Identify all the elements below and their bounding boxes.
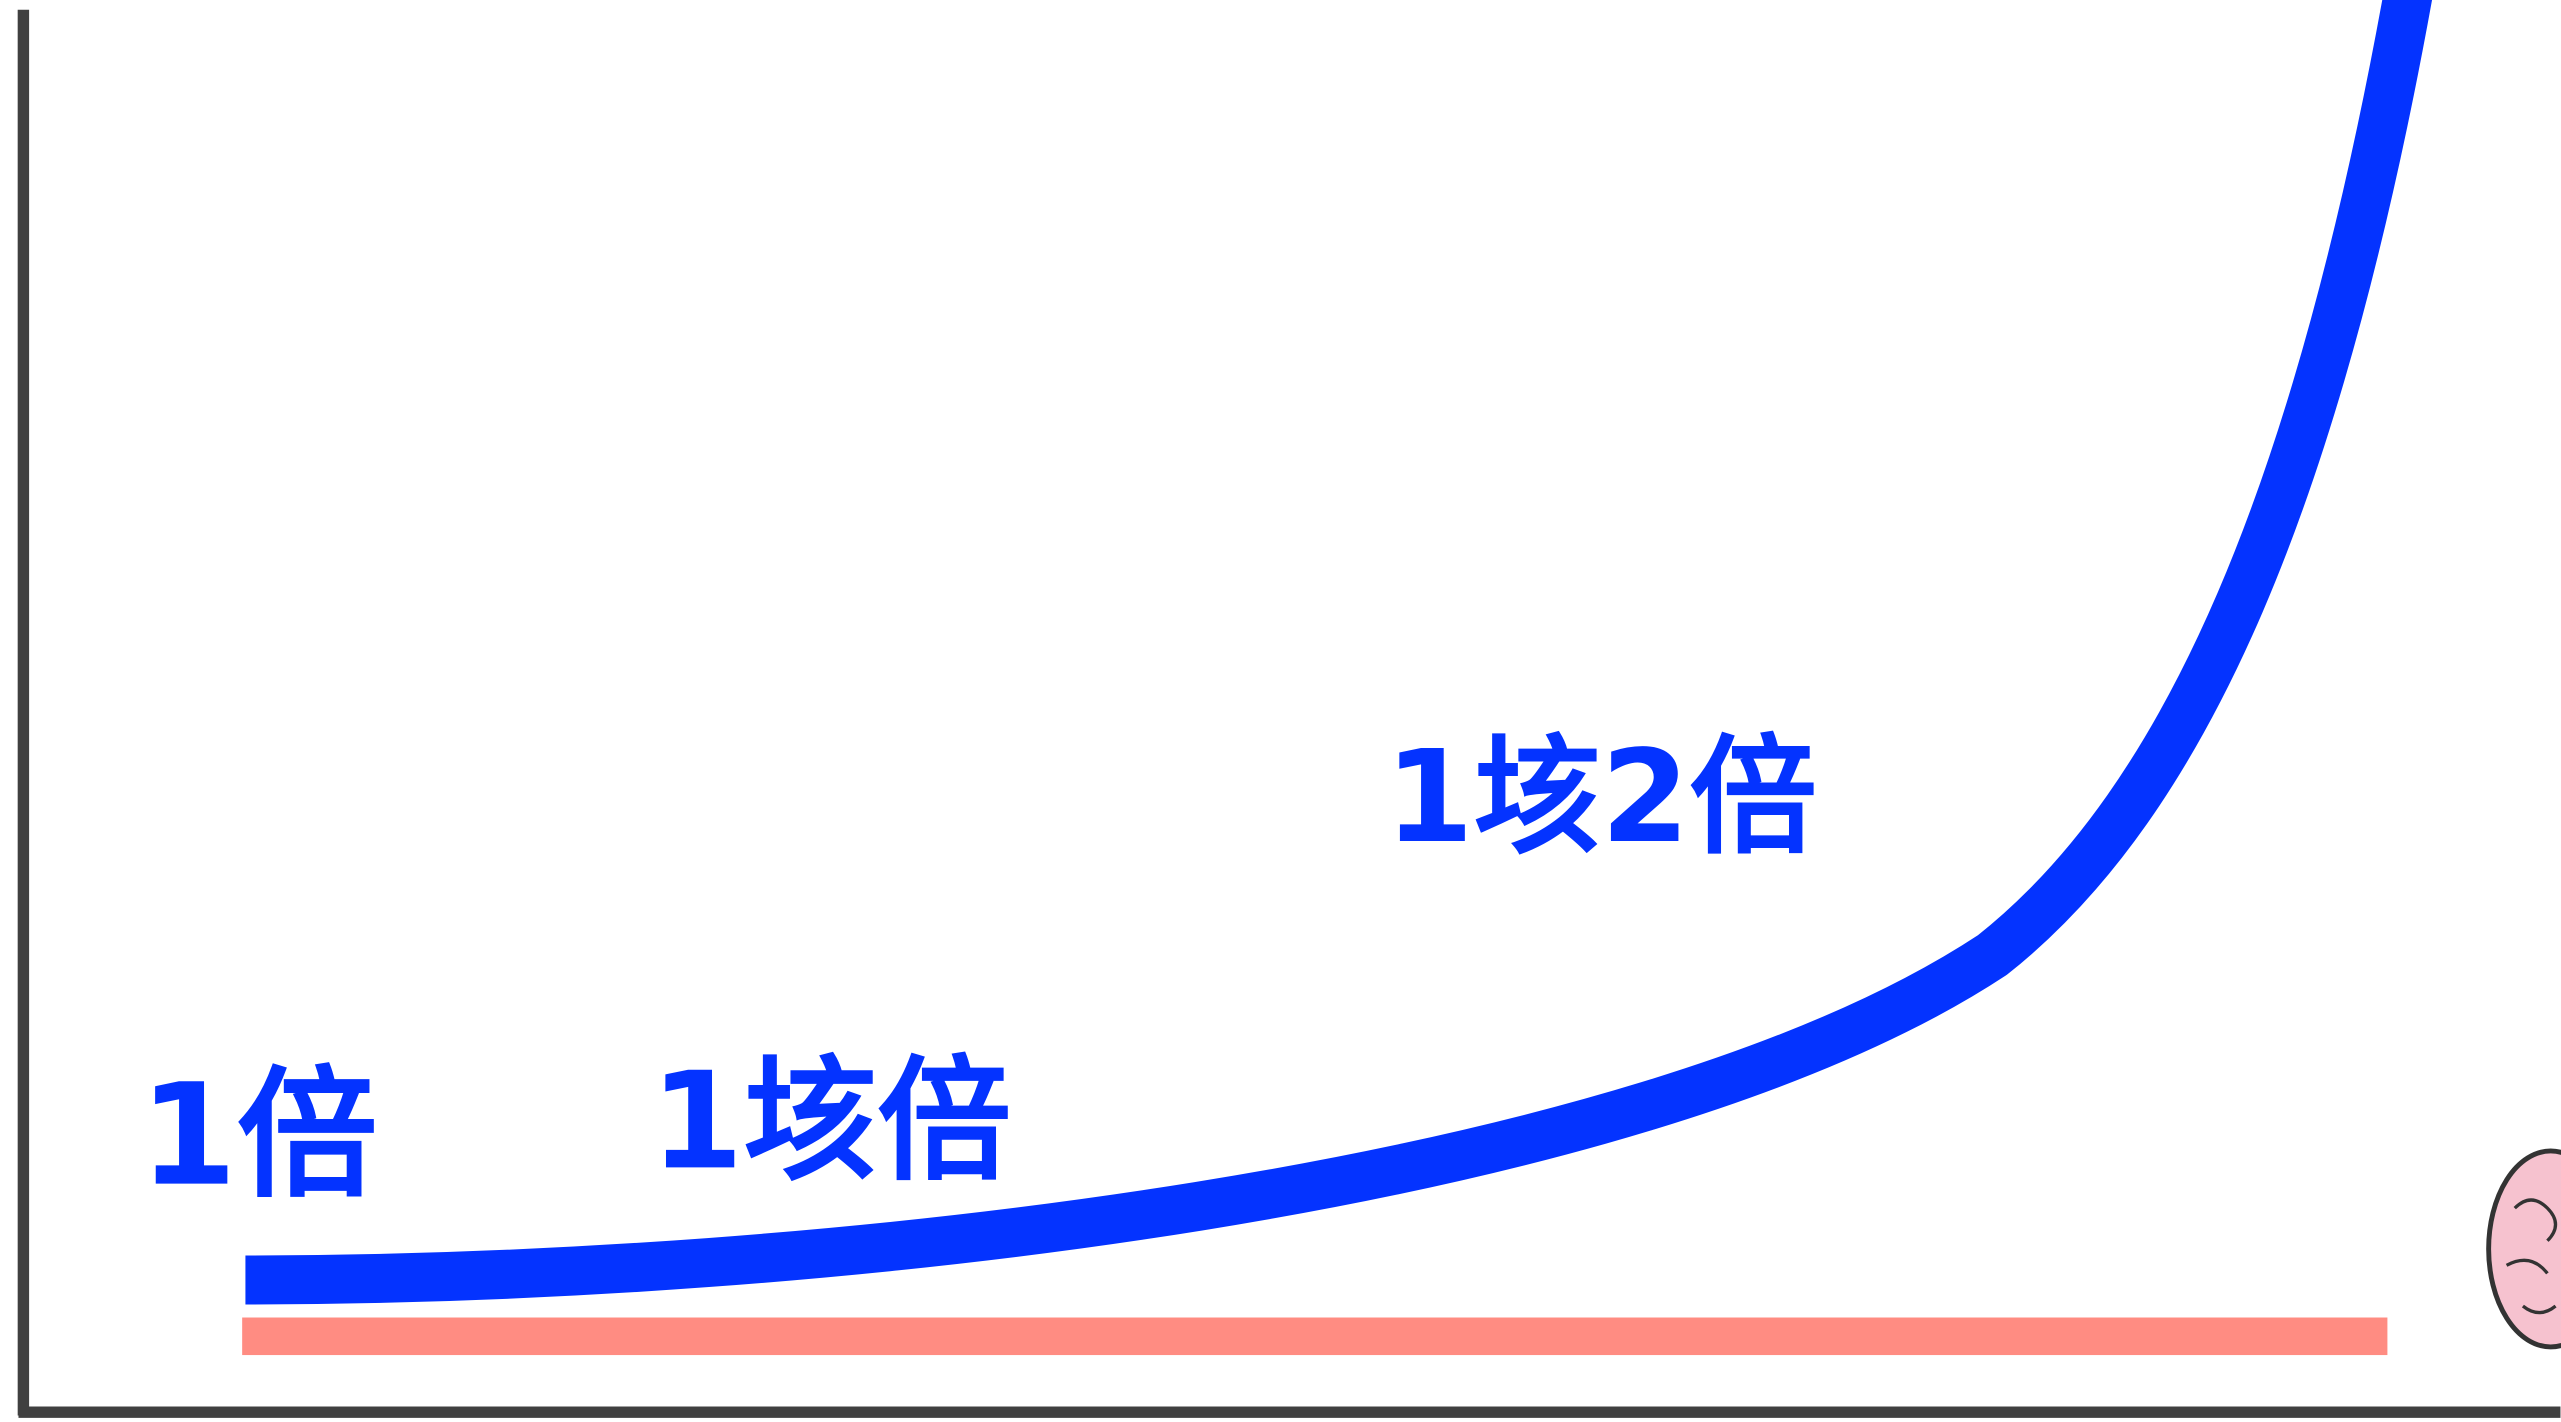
baseline-bar	[242, 1317, 2388, 1356]
label: 1倍	[139, 1055, 377, 1218]
brain-icon	[2486, 1148, 2561, 1350]
label: 1垓倍	[650, 1043, 1011, 1199]
growth-curve	[245, 0, 2433, 1305]
label: 1垓2倍	[1385, 724, 1817, 872]
